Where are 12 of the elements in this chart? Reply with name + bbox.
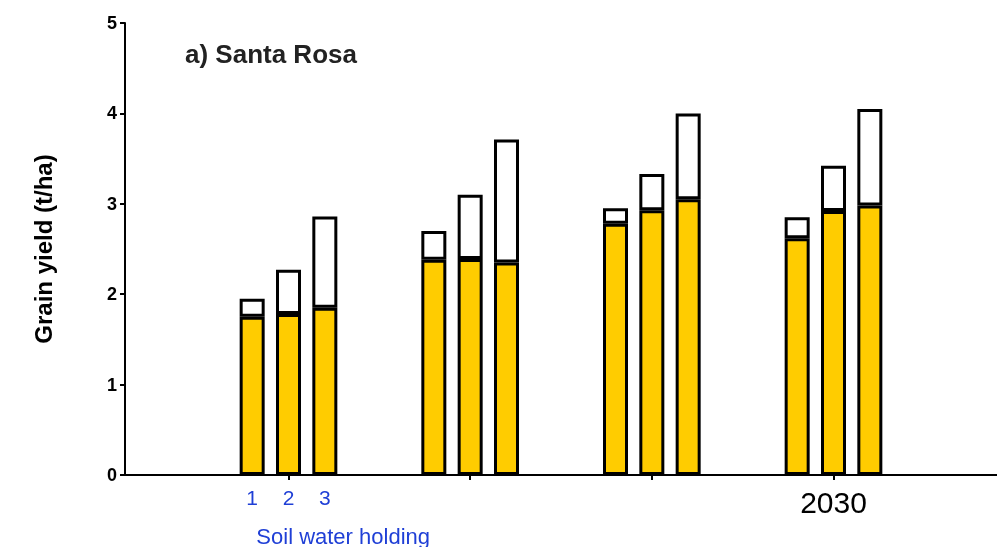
- x-tick-label: 3: [318, 486, 331, 509]
- y-tick-label: 0: [106, 465, 117, 485]
- y-tick-label: 2: [106, 284, 117, 305]
- y-axis-title: Grain yield (t/ha): [29, 154, 57, 344]
- y-tick-label: 4: [106, 103, 117, 124]
- y-tick-label: 5: [106, 13, 117, 33]
- text: a) Santa Rosa: [185, 39, 358, 69]
- x-tick-label: 2: [282, 486, 295, 509]
- x-tick-label: 1: [246, 486, 259, 509]
- y-tick-label: 1: [106, 374, 117, 395]
- x-tick-label: 2030: [800, 485, 867, 519]
- y-tick-label: 3: [106, 193, 117, 214]
